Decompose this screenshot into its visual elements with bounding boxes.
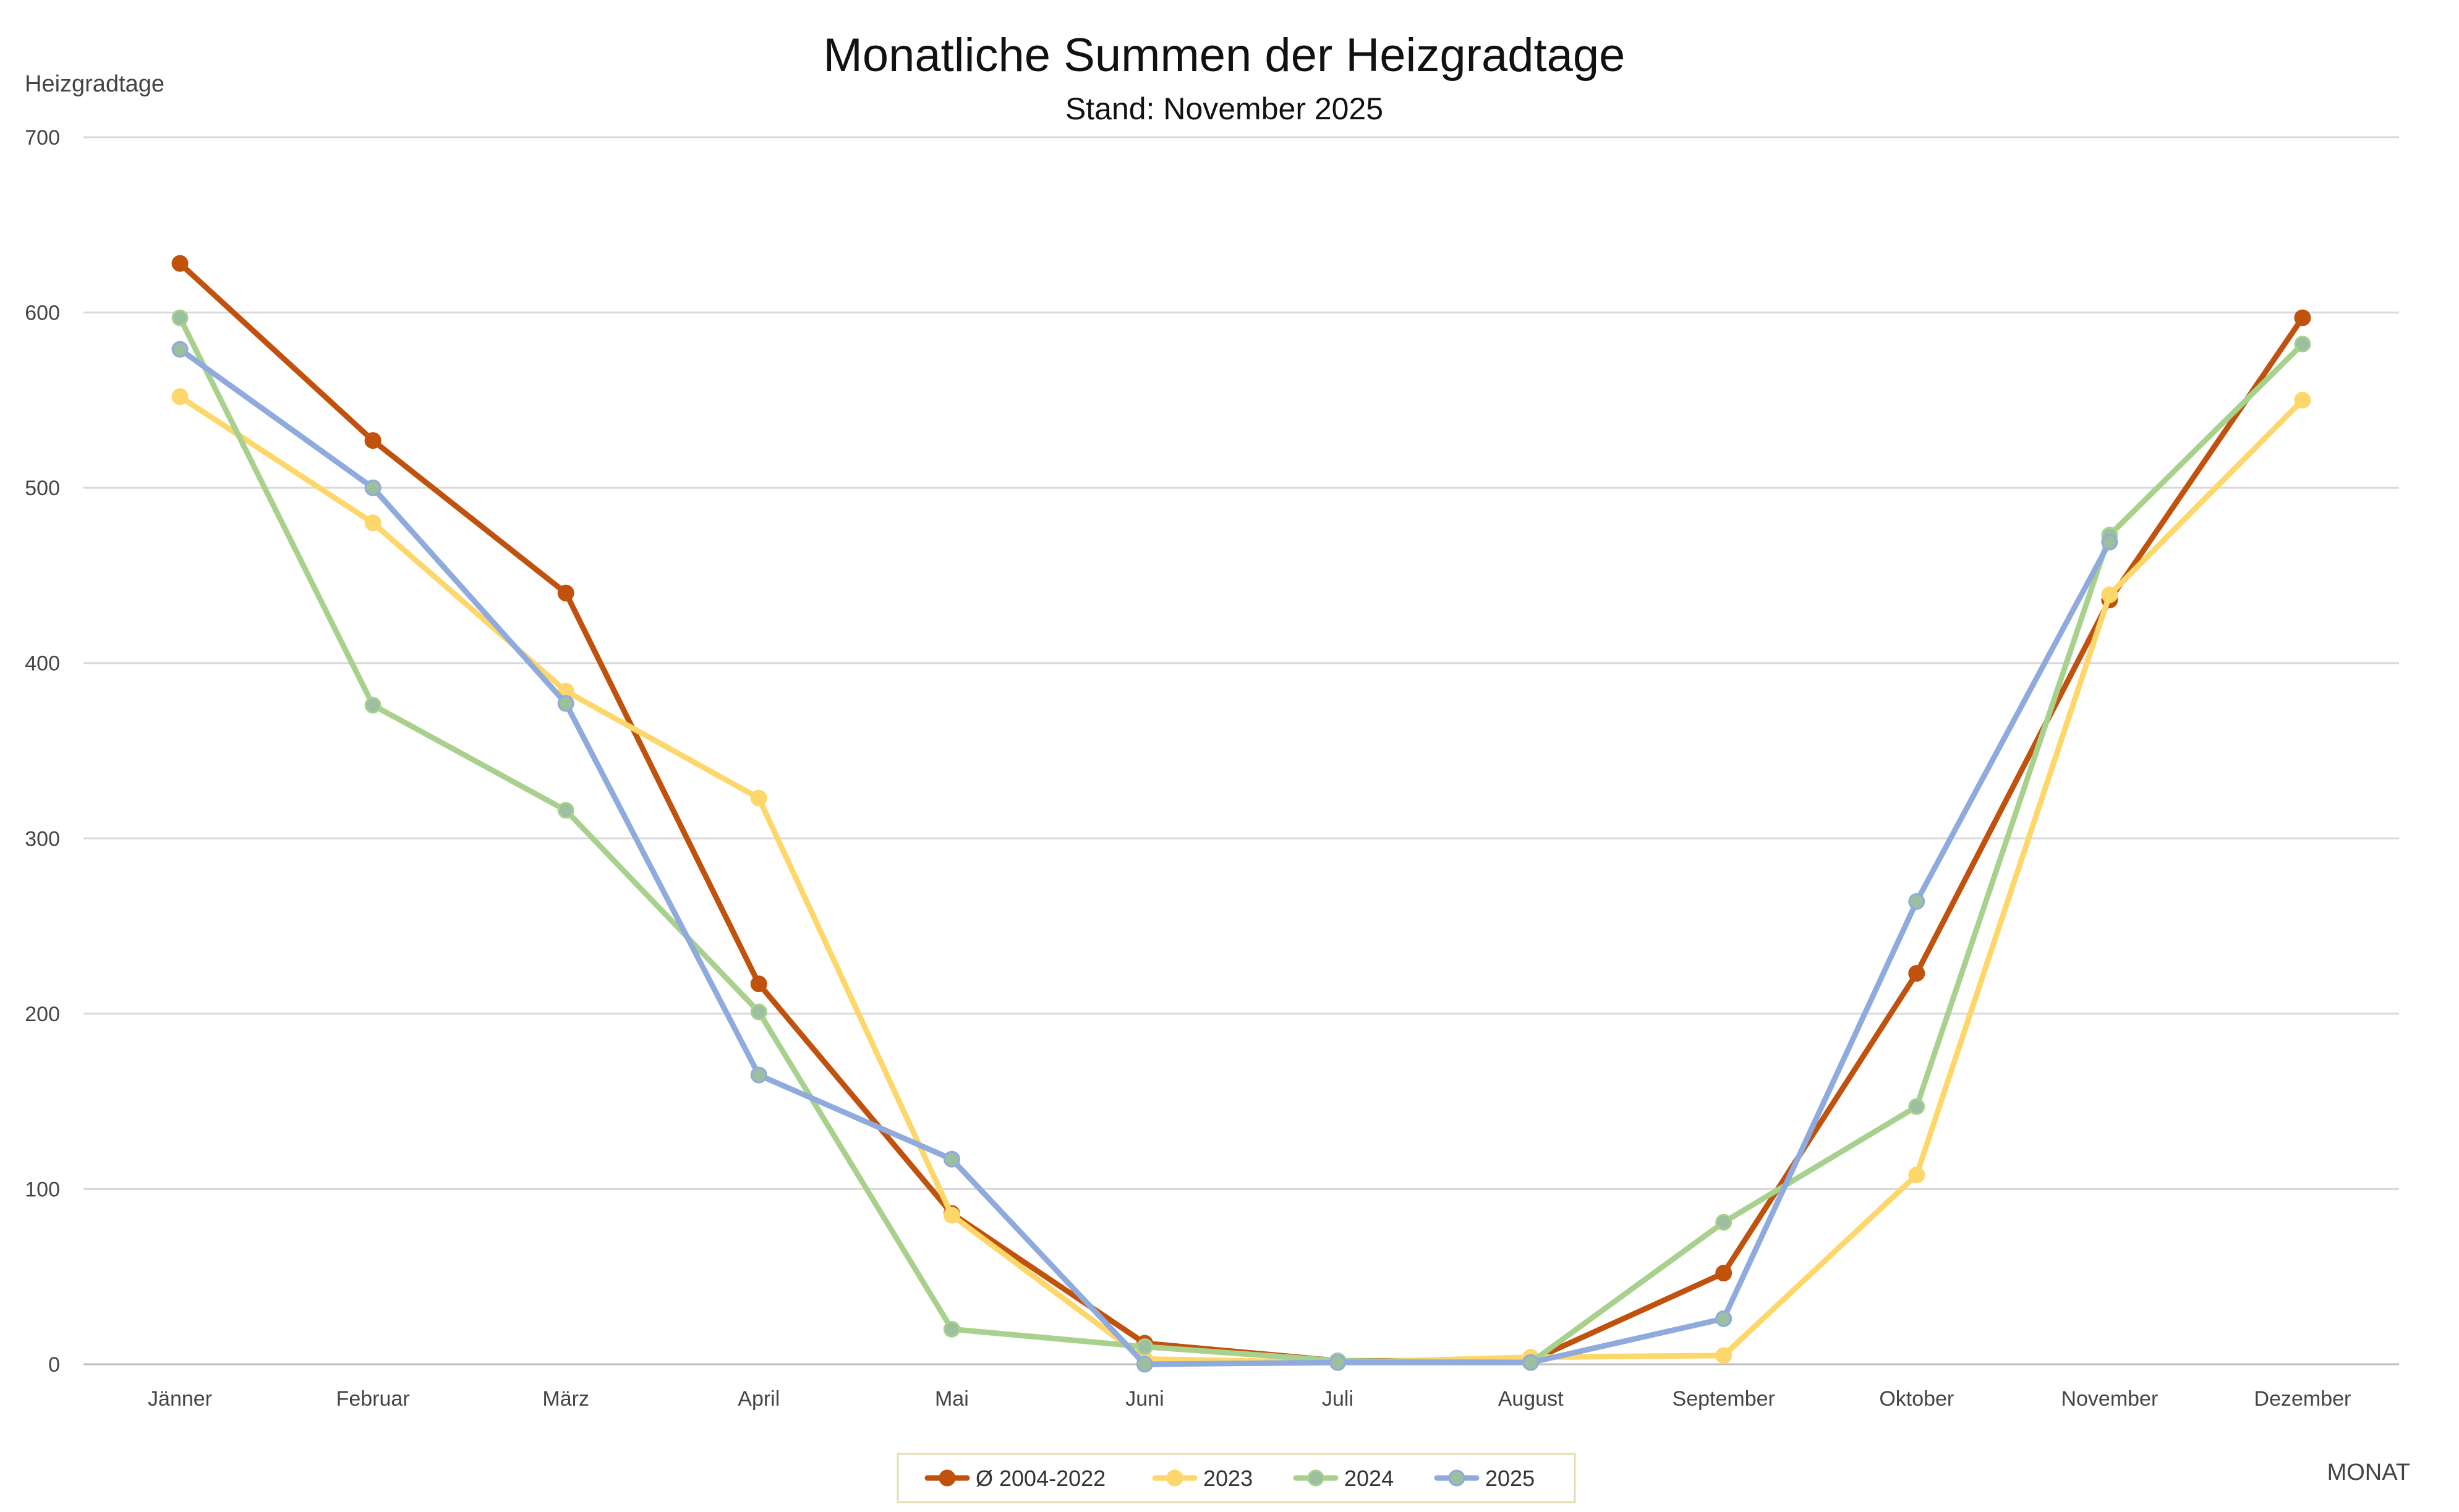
data-point [943, 1207, 960, 1224]
data-point [364, 514, 381, 532]
legend-label: 2025 [1485, 1466, 1535, 1491]
x-tick-label: März [542, 1387, 589, 1411]
x-tick-label: Mai [935, 1387, 969, 1411]
data-point [1522, 1354, 1540, 1371]
data-point [171, 309, 189, 326]
series-line [177, 315, 2306, 1365]
legend-item: 2023 [1152, 1466, 1253, 1491]
legend-label: 2024 [1344, 1466, 1394, 1491]
data-point [1715, 1265, 1732, 1282]
legend-swatch-marker [1448, 1469, 1465, 1487]
data-point [1715, 1310, 1732, 1327]
data-point [943, 1150, 960, 1168]
x-tick-label: Dezember [2254, 1387, 2351, 1411]
y-tick-label: 300 [25, 827, 60, 851]
data-point [2101, 586, 2118, 603]
data-point [1329, 1354, 1347, 1371]
x-tick-label: November [2061, 1387, 2158, 1411]
y-tick-label: 200 [25, 1003, 60, 1026]
legend-swatch-marker [1307, 1469, 1324, 1487]
legend-item: 2024 [1293, 1466, 1394, 1491]
data-point [1908, 1098, 1925, 1115]
legend-swatch-marker [1166, 1469, 1183, 1487]
legend-item: 2025 [1434, 1466, 1535, 1491]
data-point [364, 697, 381, 714]
y-tick-label: 400 [25, 652, 60, 676]
data-point [2294, 391, 2311, 409]
x-tick-label: August [1498, 1387, 1564, 1411]
data-point [1908, 965, 1925, 982]
series-lines [171, 255, 2311, 1373]
gridlines [83, 136, 2399, 1365]
data-point [171, 255, 189, 272]
data-point [171, 341, 189, 358]
x-axis-title: MONAT [2327, 1459, 2410, 1485]
data-point [171, 388, 189, 406]
chart-subtitle: Stand: November 2025 [1065, 91, 1383, 126]
data-point [557, 695, 574, 712]
x-tick-label: Juli [1322, 1387, 1353, 1411]
y-tick-labels: 0 100 200 300 400 500 600 700 [25, 126, 60, 1377]
data-point [1136, 1356, 1153, 1373]
y-tick-label: 500 [25, 477, 60, 500]
data-point [1715, 1347, 1732, 1364]
x-tick-label: September [1673, 1387, 1775, 1411]
x-tick-label: Jänner [148, 1387, 212, 1411]
series-3 [171, 341, 2118, 1373]
data-point [1908, 1166, 1925, 1184]
legend-label: Ø 2004-2022 [976, 1466, 1106, 1491]
data-point [750, 1066, 767, 1084]
legend-item: Ø 2004-2022 [924, 1466, 1106, 1491]
chart-title: Monatliche Summen der Heizgradtage [824, 29, 1626, 82]
legend-items: Ø 2004-2022 2023 2024 2025 [924, 1466, 1535, 1491]
legend: Ø 2004-2022 2023 2024 2025 [897, 1453, 1576, 1503]
x-tick-label: April [738, 1387, 780, 1411]
data-point [943, 1320, 960, 1338]
data-point [1908, 893, 1925, 910]
data-point [750, 1003, 767, 1021]
data-point [364, 479, 381, 496]
x-tick-label: Oktober [1879, 1387, 1954, 1411]
y-tick-label: 100 [25, 1178, 60, 1201]
y-tick-label: 600 [25, 302, 60, 325]
data-point [557, 584, 574, 601]
data-point [557, 802, 574, 819]
data-point [1136, 1338, 1153, 1356]
legend-label: 2023 [1203, 1466, 1253, 1491]
y-tick-label: 700 [25, 126, 60, 150]
data-point [2101, 533, 2118, 551]
data-point [2294, 336, 2311, 353]
data-point [2294, 309, 2311, 326]
x-tick-label: Juni [1125, 1387, 1164, 1411]
legend-swatch-marker [939, 1469, 956, 1487]
data-point [1715, 1213, 1732, 1231]
data-point [750, 789, 767, 807]
y-tick-label: 0 [48, 1353, 60, 1377]
x-tick-labels: Jänner Februar März April Mai Juni Juli August S… [148, 1387, 2351, 1411]
data-point [364, 432, 381, 449]
x-tick-label: Februar [336, 1387, 410, 1411]
data-point [750, 975, 767, 993]
y-axis-title: Heizgradtage [25, 71, 164, 97]
